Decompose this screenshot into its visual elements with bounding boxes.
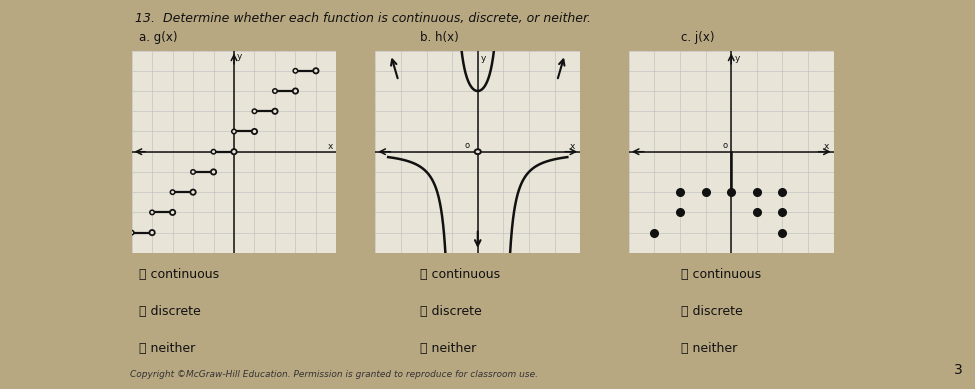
Circle shape <box>232 129 236 134</box>
Text: Ⓐ continuous: Ⓐ continuous <box>420 268 500 281</box>
Circle shape <box>293 68 297 73</box>
Text: b. h(x): b. h(x) <box>420 31 459 44</box>
Text: Ⓐ continuous: Ⓐ continuous <box>681 268 760 281</box>
Text: Ⓐ continuous: Ⓐ continuous <box>138 268 219 281</box>
Circle shape <box>211 169 216 175</box>
Text: y: y <box>237 52 242 61</box>
Text: Ⓒ neither: Ⓒ neither <box>138 342 195 355</box>
Text: c. j(x): c. j(x) <box>681 31 714 44</box>
Text: x: x <box>569 142 575 151</box>
Text: 3: 3 <box>954 363 962 377</box>
Circle shape <box>475 149 481 154</box>
Circle shape <box>252 129 257 134</box>
Circle shape <box>313 68 319 74</box>
Circle shape <box>231 149 237 154</box>
Circle shape <box>191 170 195 174</box>
Circle shape <box>253 109 256 114</box>
Text: Copyright ©McGraw-Hill Education. Permission is granted to reproduce for classro: Copyright ©McGraw-Hill Education. Permis… <box>131 370 538 379</box>
Text: o: o <box>465 141 470 150</box>
Circle shape <box>212 149 215 154</box>
Circle shape <box>130 230 134 235</box>
Circle shape <box>190 189 196 195</box>
Text: Ⓑ discrete: Ⓑ discrete <box>138 305 201 318</box>
Circle shape <box>170 210 175 215</box>
Circle shape <box>273 89 277 93</box>
Text: y: y <box>734 54 740 63</box>
Circle shape <box>149 230 155 235</box>
Circle shape <box>150 210 154 215</box>
Text: Ⓑ discrete: Ⓑ discrete <box>420 305 483 318</box>
Text: x: x <box>329 142 333 151</box>
Text: y: y <box>481 54 487 63</box>
Circle shape <box>292 88 298 94</box>
Text: x: x <box>823 142 829 151</box>
Text: Ⓑ discrete: Ⓑ discrete <box>681 305 742 318</box>
Text: Ⓒ neither: Ⓒ neither <box>420 342 477 355</box>
Text: Ⓒ neither: Ⓒ neither <box>681 342 737 355</box>
Text: 13.  Determine whether each function is continuous, discrete, or neither.: 13. Determine whether each function is c… <box>135 12 591 25</box>
Circle shape <box>272 109 278 114</box>
Text: o: o <box>722 141 727 150</box>
Circle shape <box>171 190 175 194</box>
Text: a. g(x): a. g(x) <box>138 31 177 44</box>
